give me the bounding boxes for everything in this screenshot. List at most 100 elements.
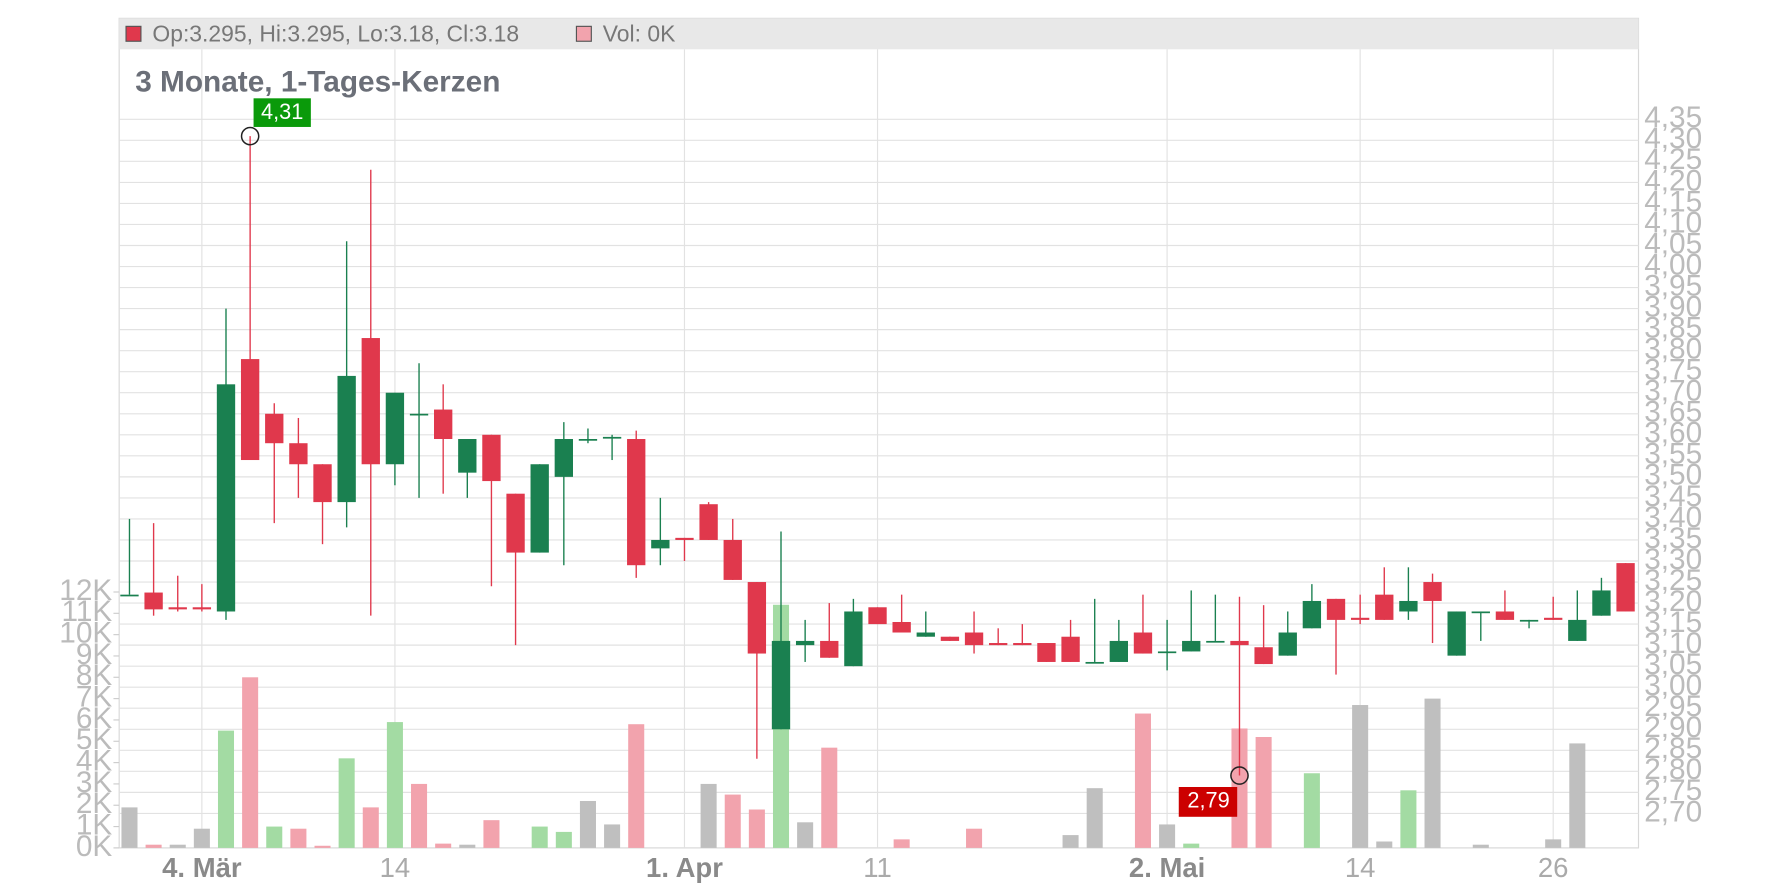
high-label-box (253, 98, 311, 127)
y-tick-label: 2,75 (1644, 774, 1702, 807)
candle-body (771, 640, 791, 730)
candle-body (747, 582, 767, 654)
y2-tick-label: 9K (76, 638, 113, 671)
header-band (119, 18, 1639, 50)
volume-bar (1086, 788, 1103, 848)
chart-title: 3 Monate, 1-Tages-Kerzen (135, 66, 500, 99)
y-tick-label: 4,00 (1644, 248, 1702, 281)
candle-body (1254, 647, 1273, 665)
y-tick-label: 3,35 (1644, 522, 1702, 555)
candle-body (964, 632, 984, 646)
candle-body (844, 611, 863, 667)
y-tick-label: 2,85 (1644, 732, 1702, 765)
candle-body (554, 439, 573, 477)
y-tick-label: 3,15 (1644, 606, 1702, 639)
candle-body (530, 464, 549, 553)
y2-tick-label: 2K (76, 787, 113, 820)
candle-body (1182, 640, 1201, 652)
low-label: 2,79 (1187, 788, 1229, 813)
candle-body (434, 409, 453, 440)
y-tick-label: 3,80 (1644, 333, 1702, 366)
legend-text: Vol: 0K (603, 21, 676, 47)
x-tick-label: 26 (1538, 852, 1569, 883)
x-tick-label: 2. Mai (1129, 852, 1205, 883)
candle-body (1326, 598, 1346, 620)
x-tick-label: 14 (380, 852, 411, 883)
candle-body (409, 413, 429, 416)
volume-bar (893, 839, 910, 848)
volume-bar (1183, 843, 1200, 848)
volume-bar (555, 831, 572, 848)
volume-bar (483, 820, 500, 848)
y-tick-label: 3,95 (1644, 269, 1702, 302)
candle-body (1085, 661, 1104, 664)
candle-body (289, 443, 308, 465)
y-tick-label: 4,20 (1644, 164, 1702, 197)
candle-body (675, 537, 694, 540)
y-tick-label: 3,10 (1644, 627, 1702, 660)
y-tick-label: 3,85 (1644, 312, 1702, 345)
volume-bar (314, 845, 331, 848)
candle-body (240, 359, 260, 461)
candle-body (1616, 563, 1635, 612)
y2-tick-label: 7K (76, 680, 113, 713)
y-tick-label: 3,90 (1644, 290, 1702, 323)
y-tick-label: 3,70 (1644, 375, 1702, 408)
y-tick-label: 3,25 (1644, 564, 1702, 597)
candle-body (385, 392, 405, 465)
candle-body (265, 413, 284, 444)
candle-body (916, 632, 935, 637)
volume-bar (266, 826, 283, 848)
candle-body (602, 436, 622, 439)
candle-body (361, 338, 380, 465)
candle-body (1495, 611, 1515, 620)
y-tick-label: 3,40 (1644, 501, 1702, 534)
x-tick-label: 1. Apr (646, 852, 723, 883)
candle-body (168, 607, 187, 610)
y-tick-label: 3,20 (1644, 585, 1702, 618)
volume-bar (1159, 824, 1176, 848)
label-layer: 2,702,752,802,852,902,953,003,053,103,15… (59, 98, 1702, 883)
candle-body (820, 640, 839, 658)
y2-tick-label: 0K (76, 830, 113, 863)
candle-body (1037, 643, 1056, 662)
low-marker (1230, 766, 1249, 785)
y-tick-label: 4,30 (1644, 122, 1702, 155)
candle-body (1544, 617, 1563, 620)
volume-bar (531, 826, 548, 848)
y2-tick-label: 6K (76, 702, 113, 735)
candle-body (1399, 600, 1418, 612)
candle-body (482, 434, 501, 482)
volume-bar (169, 844, 186, 848)
y2-tick-label: 12K (59, 574, 112, 607)
y-tick-label: 3,05 (1644, 648, 1702, 681)
candle-body (868, 607, 887, 625)
candle-body (458, 439, 477, 473)
volume-bar (966, 828, 983, 848)
y2-tick-label: 3K (76, 766, 113, 799)
candle-body (337, 375, 356, 503)
y-tick-label: 4,10 (1644, 206, 1702, 239)
candle-body (1061, 636, 1080, 662)
volume-bar (338, 758, 355, 848)
volume-bar (1400, 790, 1417, 848)
volume-bar (1545, 839, 1562, 848)
volume-bar (1062, 835, 1079, 848)
y-tick-label: 3,45 (1644, 480, 1702, 513)
legend-swatch (125, 25, 142, 42)
legend-text: Op:3.295, Hi:3.295, Lo:3.18, Cl:3.18 (152, 21, 519, 47)
high-label: 4,31 (261, 99, 303, 124)
volume-bar (1352, 705, 1369, 848)
candle-body (1350, 617, 1370, 620)
x-tick-label: 11 (863, 852, 892, 883)
candle-body (627, 439, 646, 566)
candle-body (216, 384, 236, 612)
candle-body (1519, 619, 1539, 622)
volume-bar (1134, 713, 1151, 848)
low-label-box (1178, 786, 1238, 817)
volume-bar (1303, 773, 1320, 848)
volume-bar (435, 843, 452, 848)
x-tick-label: 4. Mär (162, 852, 242, 883)
candle-body (1109, 640, 1129, 662)
